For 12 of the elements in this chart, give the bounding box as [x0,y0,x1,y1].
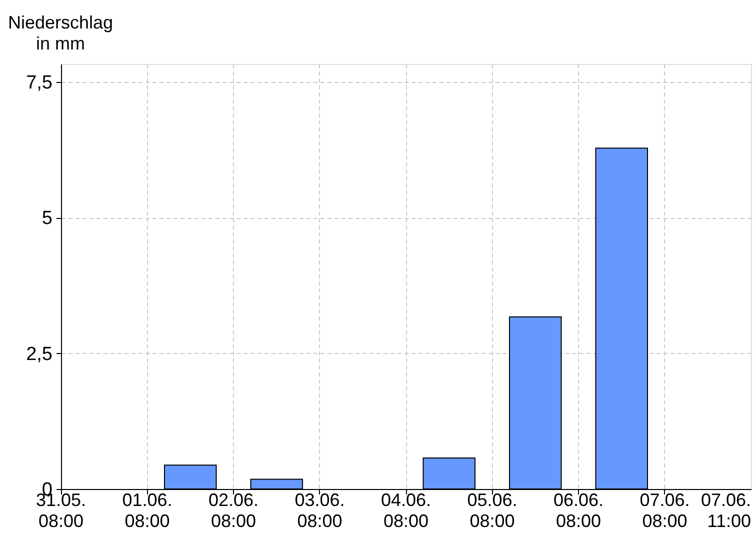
text: 06.06. 08:00 [553,490,604,531]
text: 07.06. 11:00 [700,490,751,531]
y-axis-title: Niederschlag in mm [8,12,114,54]
text: 03.06. 08:00 [294,490,345,531]
y-tick-label: 7,5 [26,72,52,94]
text: 07.06. 08:00 [640,490,690,531]
text: 05.06. 08:00 [467,490,518,531]
y-tick-label: 2,5 [26,344,52,365]
y-tick-label: 5 [42,208,52,230]
text: 02.06. 08:00 [208,490,259,531]
text: 01.06. 08:00 [122,490,172,531]
text: 04.06. 08:00 [380,490,432,531]
